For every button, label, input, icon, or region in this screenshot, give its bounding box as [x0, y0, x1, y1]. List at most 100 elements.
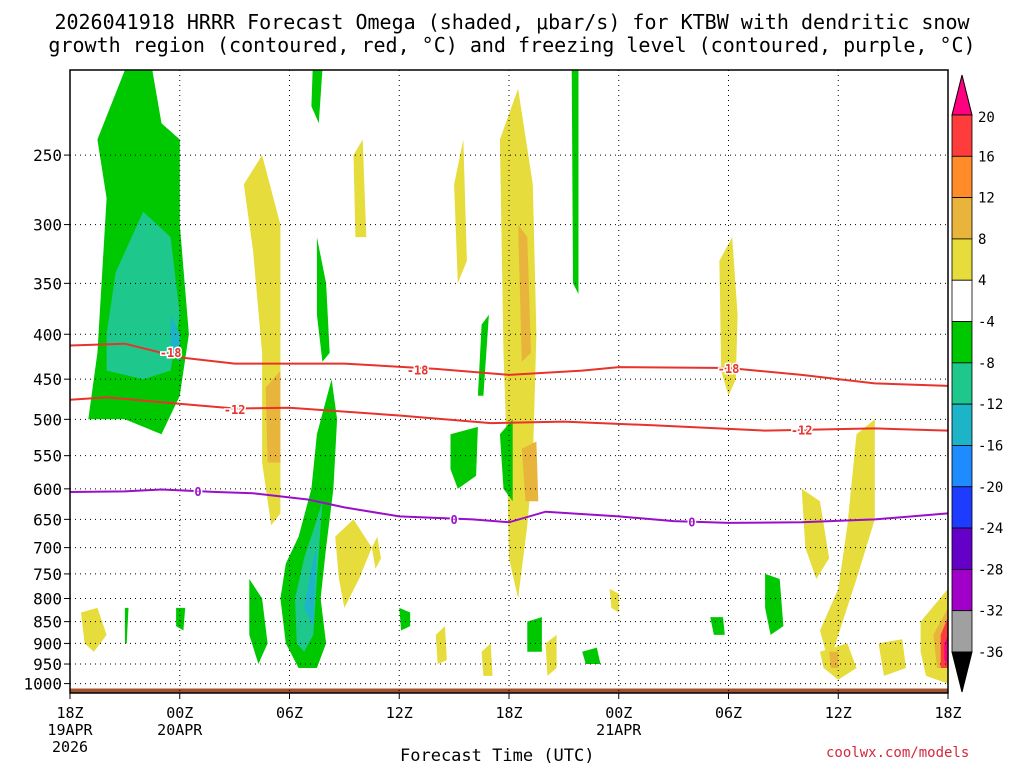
omega-region — [311, 70, 323, 124]
omega-region — [521, 441, 539, 502]
omega-region — [304, 547, 317, 627]
y-tick-label: 750 — [33, 565, 62, 584]
omega-region — [765, 573, 784, 635]
x-tick-label: 00Z — [166, 704, 193, 722]
colorbar-swatch — [951, 568, 973, 612]
omega-region — [249, 579, 268, 664]
freezing-level-line — [70, 488, 948, 524]
colorbar-tick-label: -20 — [978, 480, 1003, 496]
colorbar-swatch — [951, 114, 973, 157]
colorbar-swatch — [951, 362, 973, 405]
omega-region — [518, 224, 531, 362]
colorbar-tick-label: -32 — [978, 604, 1003, 620]
x-axis-title: Forecast Time (UTC) — [400, 746, 595, 766]
freezing-level-label: 0 — [194, 485, 201, 499]
x-tick-date: 19APR — [47, 721, 93, 739]
colorbar-tick-label: -28 — [978, 562, 1003, 578]
omega-region — [609, 588, 619, 613]
omega-region — [477, 314, 489, 396]
omega-region — [582, 647, 601, 664]
y-tick-label: 900 — [33, 634, 62, 653]
omega-region — [176, 607, 186, 631]
colorbar-tick-label: 16 — [978, 149, 995, 165]
x-tick-label: 12Z — [386, 704, 413, 722]
colorbar-tick-label: -24 — [978, 521, 1003, 537]
omega-region — [353, 139, 367, 238]
colorbar-tick-label: -16 — [978, 438, 1003, 454]
omega-region — [481, 643, 493, 676]
chart-title-line2: growth region (contoured, red, °C) and f… — [48, 33, 976, 57]
y-tick-label: 400 — [33, 325, 62, 344]
y-tick-label: 1000 — [23, 675, 62, 694]
colorbar-swatch — [951, 403, 973, 446]
omega-region — [435, 626, 447, 664]
omega-region — [170, 314, 180, 362]
omega-region — [265, 370, 281, 463]
x-tick-label: 18Z — [495, 704, 522, 722]
x-tick-label: 00Z — [605, 704, 632, 722]
y-tick-label: 350 — [33, 274, 62, 293]
colorbar-swatch — [951, 279, 973, 322]
y-tick-label: 550 — [33, 447, 62, 466]
dgz-contour-line — [70, 342, 948, 387]
omega-region — [450, 426, 478, 489]
omega-region — [280, 379, 338, 668]
y-tick-label: 950 — [33, 655, 62, 674]
omega-region — [124, 607, 129, 644]
omega-region — [527, 617, 542, 652]
dgz-contour-label: -12 — [791, 424, 813, 438]
dgz-contour-label: -18 — [718, 362, 740, 376]
x-tick-label: 18Z — [934, 704, 961, 722]
colorbar-swatch — [951, 238, 973, 281]
omega-region — [81, 607, 107, 652]
y-tick-label: 650 — [33, 510, 62, 529]
freezing-level-label: 0 — [451, 513, 458, 527]
x-tick-label: 06Z — [276, 704, 303, 722]
colorbar-tick-label: -36 — [978, 645, 1003, 661]
omega-region — [243, 155, 281, 526]
colorbar-swatch — [951, 321, 973, 364]
omega-region — [335, 519, 372, 608]
omega-region — [399, 607, 411, 631]
colorbar-swatch — [951, 610, 973, 653]
y-tick-label: 450 — [33, 370, 62, 389]
colorbar-swatch — [951, 445, 973, 488]
omega-region — [371, 536, 381, 569]
colorbar-tick-label: 8 — [978, 232, 986, 248]
omega-region — [710, 617, 725, 635]
y-tick-label: 500 — [33, 410, 62, 429]
colorbar-top-arrow — [951, 74, 973, 116]
y-tick-label: 800 — [33, 590, 62, 609]
dgz-contour-label: -18 — [160, 346, 182, 360]
credit-link[interactable]: coolwx.com/models — [826, 745, 970, 761]
plot-area: -18 -18 -18 -12 -12 0 0 0 — [70, 70, 948, 693]
y-tick-label: 300 — [33, 216, 62, 235]
omega-region — [878, 639, 906, 676]
colorbar-tick-label: 4 — [978, 273, 986, 289]
y-tick-label: 250 — [33, 146, 62, 165]
dgz-contour-label: -12 — [224, 403, 246, 417]
dgz-contour-label: -18 — [407, 364, 429, 378]
omega-region — [801, 488, 830, 579]
freezing-level-label: 0 — [688, 515, 695, 529]
x-tick-year: 2026 — [52, 738, 88, 756]
omega-region — [454, 139, 467, 284]
y-tick-label: 600 — [33, 480, 62, 499]
colorbar-swatch — [951, 527, 973, 570]
colorbar-tick-label: 12 — [978, 191, 995, 207]
y-tick-label: 700 — [33, 539, 62, 558]
omega-region — [571, 70, 579, 295]
x-tick-label: 12Z — [825, 704, 852, 722]
chart-title-line1: 2026041918 HRRR Forecast Omega (shaded, … — [54, 10, 970, 34]
x-tick-date: 20APR — [157, 721, 203, 739]
y-tick-label: 850 — [33, 613, 62, 632]
colorbar-bottom-arrow — [951, 651, 973, 693]
colorbar-swatch — [951, 155, 973, 199]
colorbar-tick-label: -4 — [978, 315, 995, 331]
dgz-contour-line — [70, 396, 948, 432]
x-tick-label: 18Z — [56, 704, 83, 722]
omega-region — [820, 419, 875, 664]
x-tick-date: 21APR — [596, 721, 642, 739]
omega-region — [106, 211, 180, 380]
